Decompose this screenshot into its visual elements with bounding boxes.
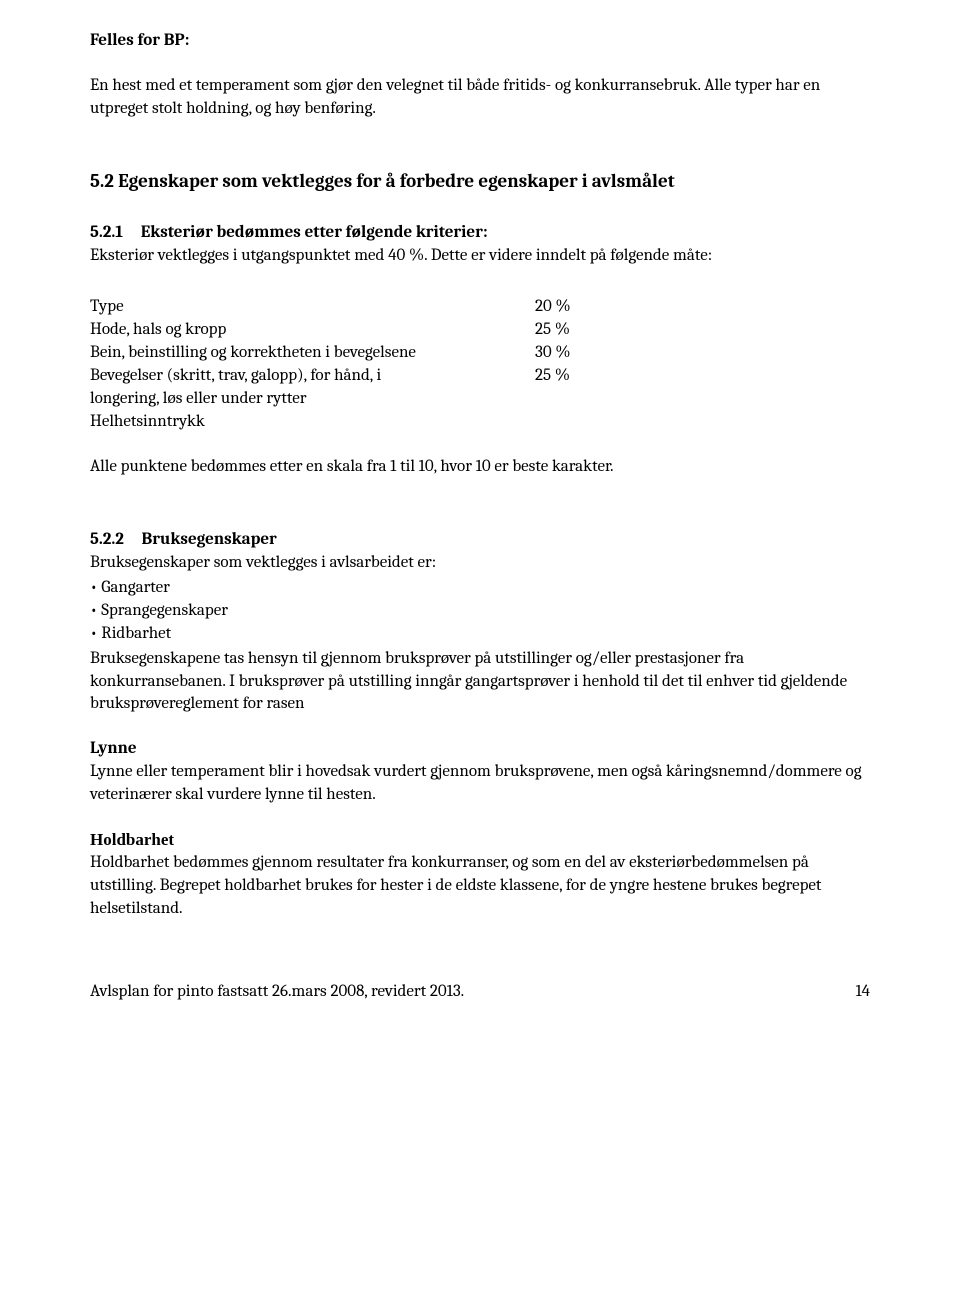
table-percent: 25 % (535, 365, 570, 388)
section-5-2-2-number: 5.2.2 (90, 530, 124, 549)
page-number: 14 (855, 981, 870, 1004)
felles-heading: Felles for BP: (90, 30, 870, 53)
section-5-2-2-intro: Bruksegenskaper som vektlegges i avlsarb… (90, 552, 870, 575)
table-label: Bein, beinstilling og korrektheten i bev… (90, 342, 535, 365)
section-5-2-1-heading: 5.2.1 Eksteriør bedømmes etter følgende … (90, 222, 870, 245)
bullet-item: • Sprangegenskaper (90, 600, 870, 623)
table-label: Type (90, 296, 535, 319)
table-row: Type 20 % (90, 296, 870, 319)
holdbarhet-text: Holdbarhet bedømmes gjennom resultater f… (90, 852, 870, 921)
holdbarhet-heading: Holdbarhet (90, 829, 870, 852)
section-5-2-heading: 5.2 Egenskaper som vektlegges for å forb… (90, 169, 870, 195)
table-row: Bein, beinstilling og korrektheten i bev… (90, 342, 870, 365)
bullet-item: • Ridbarhet (90, 623, 870, 646)
percent-table: Type 20 % Hode, hals og kropp 25 % Bein,… (90, 296, 870, 434)
table-label: Hode, hals og kropp (90, 319, 535, 342)
section-5-2-1-title: Eksteriør bedømmes etter følgende kriter… (141, 223, 488, 242)
table-row: Helhetsinntrykk (90, 411, 870, 434)
lynne-heading: Lynne (90, 738, 870, 761)
intro-paragraph: En hest med et temperament som gjør den … (90, 75, 870, 121)
section-5-2-1-text: Eksteriør vektlegges i utgangspunktet me… (90, 245, 870, 268)
table-row: Bevegelser (skritt, trav, galopp), for h… (90, 365, 870, 388)
table-label: Helhetsinntrykk (90, 411, 535, 434)
table-row: longering, løs eller under rytter (90, 388, 870, 411)
lynne-text: Lynne eller temperament blir i hovedsak … (90, 761, 870, 807)
table-label: Bevegelser (skritt, trav, galopp), for h… (90, 365, 535, 388)
page-footer: Avlsplan for pinto fastsatt 26.mars 2008… (90, 981, 870, 1004)
section-5-2-2-title: Bruksegenskaper (142, 530, 277, 549)
table-label: longering, løs eller under rytter (90, 388, 535, 411)
bullet-list: • Gangarter • Sprangegenskaper • Ridbarh… (90, 577, 870, 646)
table-row: Hode, hals og kropp 25 % (90, 319, 870, 342)
table-percent: 25 % (535, 319, 570, 342)
footer-text: Avlsplan for pinto fastsatt 26.mars 2008… (90, 981, 464, 1004)
skala-text: Alle punktene bedømmes etter en skala fr… (90, 456, 870, 479)
bullet-item: • Gangarter (90, 577, 870, 600)
bruks-text: Bruksegenskapene tas hensyn til gjennom … (90, 648, 870, 717)
section-5-2-1-number: 5.2.1 (90, 223, 123, 242)
section-5-2-2-heading: 5.2.2 Bruksegenskaper (90, 529, 870, 552)
table-percent: 20 % (535, 296, 571, 319)
table-percent: 30 % (535, 342, 571, 365)
